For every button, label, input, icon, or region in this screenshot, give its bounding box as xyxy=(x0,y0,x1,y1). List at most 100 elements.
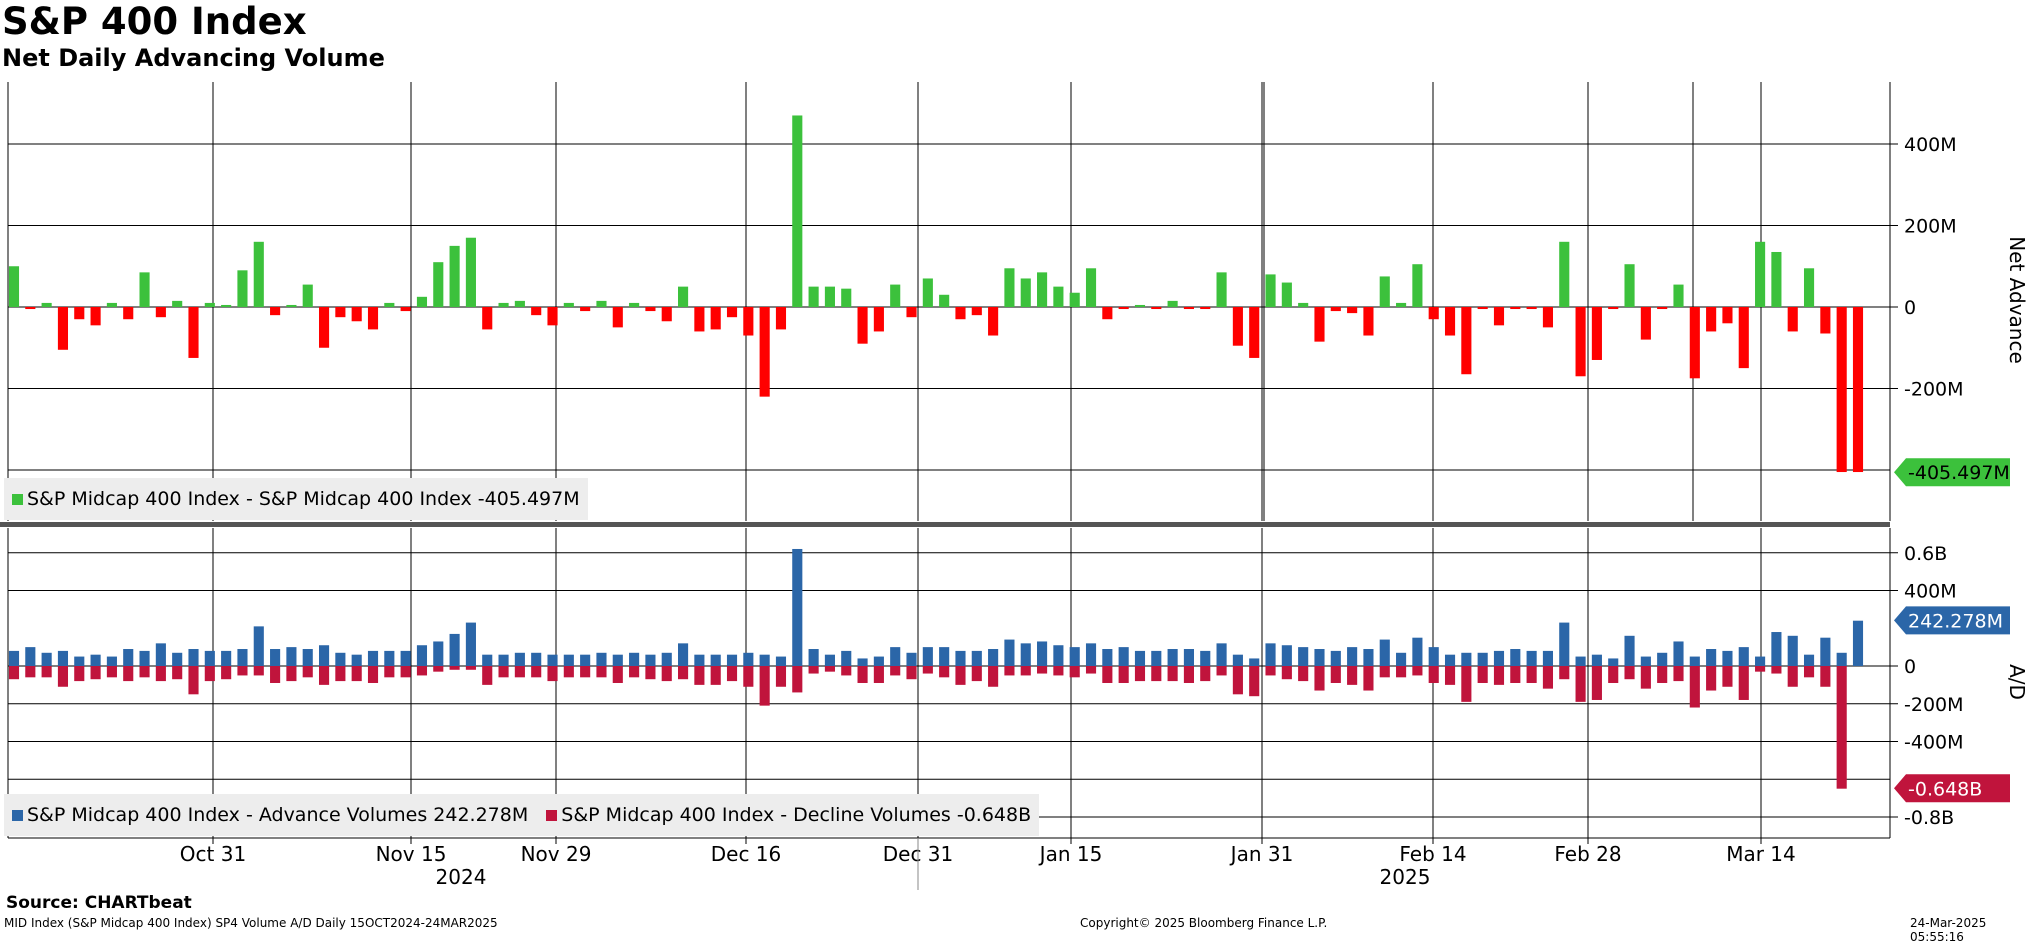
decline-volume-bar xyxy=(221,666,232,680)
decline-volume-bar xyxy=(1134,666,1146,682)
net-advance-bar xyxy=(237,270,248,307)
net-advance-bar xyxy=(155,307,166,318)
advance-last-value-flag-label: 242.278M xyxy=(1908,610,2003,632)
advance-volume-bar xyxy=(1852,620,1864,666)
net-advance-bar xyxy=(90,307,101,326)
net-advance-bar xyxy=(400,307,411,312)
top-y-axis-title: Net Advance xyxy=(2005,236,2029,364)
advance-volume-bar xyxy=(645,654,656,666)
net-advance-bar xyxy=(547,307,558,326)
decline-volume-bar xyxy=(106,666,117,678)
decline-volume-bar xyxy=(514,666,525,678)
decline-volume-bar xyxy=(253,666,264,676)
advance-volume-bar xyxy=(1069,647,1080,666)
decline-volume-bar xyxy=(1575,666,1586,702)
decline-volume-bar xyxy=(1640,666,1651,689)
advance-volume-bar xyxy=(1004,639,1015,666)
advance-volume-bar xyxy=(531,652,542,666)
top-ytick-label: 400M xyxy=(1904,134,1957,156)
net-advance-bar xyxy=(1722,307,1733,324)
top-legend: S&P Midcap 400 Index - S&P Midcap 400 In… xyxy=(4,478,588,520)
net-advance-bar xyxy=(188,307,199,358)
net-advance-bar xyxy=(1640,307,1651,340)
net-advance-bar xyxy=(531,307,542,316)
decline-volume-bar xyxy=(1053,666,1064,676)
advance-volume-bar xyxy=(90,654,101,666)
decline-volume-bar xyxy=(678,666,689,680)
net-advance-bar xyxy=(1477,307,1488,310)
decline-volume-bar xyxy=(1183,666,1194,683)
net-advance-bar xyxy=(988,307,999,336)
decline-volume-bar xyxy=(286,666,297,682)
decline-volume-bar xyxy=(792,666,803,693)
net-advance-bar xyxy=(1183,307,1194,310)
net-advance-bar xyxy=(873,307,884,332)
decline-volume-bar xyxy=(1820,666,1831,687)
decline-volume-bar xyxy=(1167,666,1178,682)
decline-volume-bar xyxy=(1755,666,1766,672)
decline-volume-bar xyxy=(612,666,623,683)
decline-volume-bar xyxy=(890,666,901,676)
decline-volume-bar xyxy=(155,666,166,682)
decline-volume-bar xyxy=(172,666,183,680)
decline-volume-bar xyxy=(1771,666,1782,674)
top-last-value-flag: -405.497M xyxy=(1894,458,2010,487)
bottom-ytick-label: -200M xyxy=(1904,694,1964,716)
decline-last-value-flag-label: -0.648B xyxy=(1908,778,1982,800)
advance-volume-bar xyxy=(367,650,379,666)
decline-volume-bar xyxy=(1069,666,1080,678)
net-advance-bar xyxy=(204,302,215,307)
advance-volume-bar xyxy=(1330,650,1341,666)
decline-volume-bar xyxy=(1608,666,1619,683)
decline-volume-bar xyxy=(74,666,85,682)
net-advance-bar xyxy=(172,300,183,307)
decline-volume-bar xyxy=(1265,666,1276,676)
decline-volume-bar xyxy=(906,666,917,680)
bottom-ytick-label: 0.6B xyxy=(1904,543,1947,565)
decline-volume-bar xyxy=(547,666,558,682)
net-advance-bar xyxy=(710,307,721,330)
advance-volume-bar xyxy=(1396,652,1407,666)
decline-volume-bar xyxy=(1020,666,1031,676)
advance-volume-bar xyxy=(612,654,623,666)
advance-volume-bar xyxy=(465,622,476,666)
x-tick-label: Mar 14 xyxy=(1726,842,1796,866)
net-advance-bar xyxy=(1412,264,1423,307)
advance-volume-bar xyxy=(1183,649,1194,666)
decline-volume-bar xyxy=(351,666,362,682)
advance-volume-bar xyxy=(1755,656,1766,666)
net-advance-bar xyxy=(1151,307,1162,310)
decline-volume-bar xyxy=(1559,666,1570,680)
advance-volume-bar xyxy=(1771,632,1782,666)
legend-advance-label: S&P Midcap 400 Index - Advance Volumes 2… xyxy=(27,804,529,826)
advance-volume-bar xyxy=(1461,652,1472,666)
decline-volume-bar xyxy=(1461,666,1472,702)
advance-volume-bar xyxy=(1526,650,1537,666)
decline-volume-bar xyxy=(857,666,868,683)
net-advance-bar xyxy=(1852,307,1864,473)
decline-volume-bar xyxy=(1200,666,1211,682)
advance-volume-bar xyxy=(1232,654,1243,666)
net-advance-bar xyxy=(1396,302,1407,307)
advance-volume-bar xyxy=(743,652,754,666)
advance-volume-bar xyxy=(759,654,770,666)
advance-volume-bar xyxy=(694,654,705,666)
advance-volume-bar xyxy=(188,649,199,666)
net-advance-bar xyxy=(286,304,297,307)
top-ytick-label: -200M xyxy=(1904,379,1964,401)
advance-volume-bar xyxy=(498,654,509,666)
decline-volume-bar xyxy=(1314,666,1325,691)
net-advance-bar xyxy=(106,302,117,307)
decline-volume-bar xyxy=(1673,666,1684,682)
advance-volume-bar xyxy=(1591,654,1602,666)
decline-volume-bar xyxy=(645,666,656,680)
advance-volume-bar xyxy=(678,643,689,666)
bottom-ytick-label: -400M xyxy=(1904,732,1964,754)
advance-volume-bar xyxy=(106,656,117,666)
net-advance-bar xyxy=(1510,307,1521,310)
decline-volume-bar xyxy=(808,666,819,674)
advance-volume-bar xyxy=(1216,643,1227,666)
decline-volume-bar xyxy=(580,666,591,678)
decline-volume-bar xyxy=(416,666,428,676)
advance-volume-bar xyxy=(74,656,85,666)
